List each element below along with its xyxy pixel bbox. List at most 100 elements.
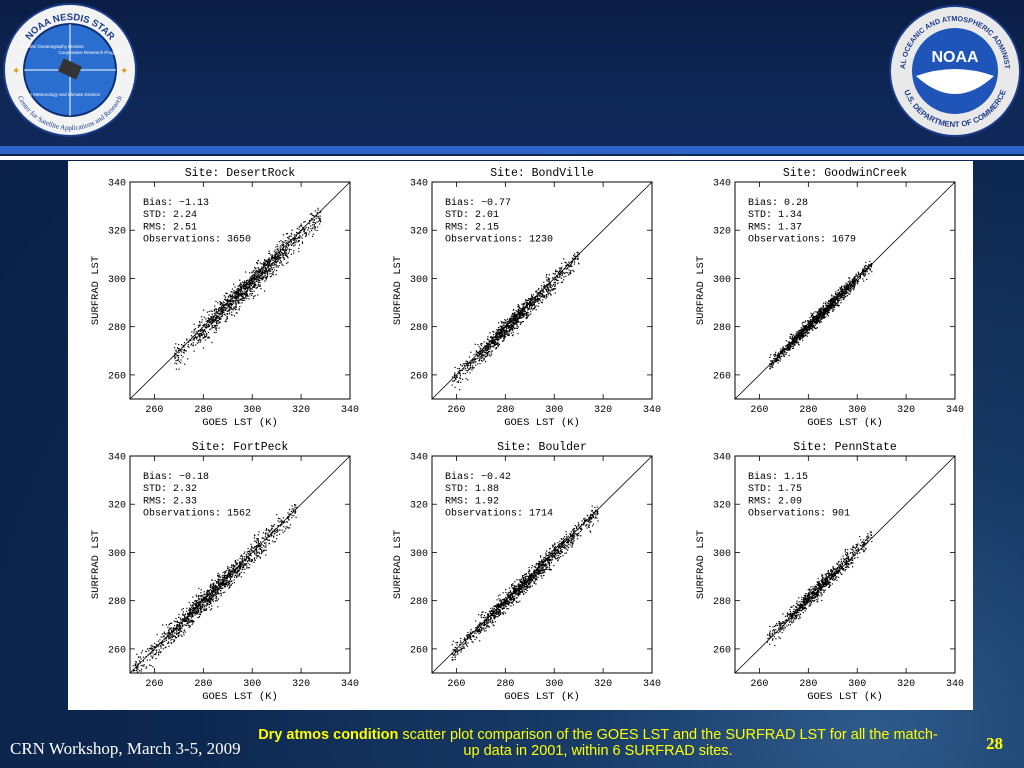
data-point xyxy=(234,292,236,295)
data-point xyxy=(210,316,213,318)
data-point xyxy=(466,362,468,365)
data-point xyxy=(314,227,316,229)
data-point xyxy=(202,597,204,599)
data-point xyxy=(207,600,209,602)
data-point xyxy=(253,285,255,287)
data-point xyxy=(538,302,540,305)
data-point xyxy=(265,260,267,262)
data-point xyxy=(534,299,536,301)
data-point xyxy=(200,608,202,610)
data-point xyxy=(191,623,193,626)
data-point xyxy=(269,530,271,532)
data-point xyxy=(519,314,521,316)
data-point xyxy=(198,335,200,337)
data-point xyxy=(529,305,531,307)
data-point xyxy=(236,295,238,297)
data-point xyxy=(513,314,515,316)
data-point xyxy=(476,351,478,353)
data-point xyxy=(279,260,282,262)
data-point xyxy=(210,319,212,321)
data-point xyxy=(814,324,816,326)
data-point xyxy=(502,322,504,324)
data-point xyxy=(217,583,219,585)
data-point xyxy=(178,368,180,370)
data-point xyxy=(787,347,789,349)
data-point xyxy=(526,317,528,319)
data-point xyxy=(150,655,152,657)
data-point xyxy=(853,283,855,286)
data-point xyxy=(509,317,512,320)
data-point xyxy=(275,264,277,266)
data-point xyxy=(469,362,471,364)
data-point xyxy=(801,334,803,336)
data-point xyxy=(224,314,227,316)
data-point xyxy=(258,272,260,274)
data-point xyxy=(561,272,563,274)
data-point xyxy=(529,306,531,308)
data-point xyxy=(826,314,828,316)
data-point xyxy=(254,283,257,285)
data-point xyxy=(199,322,201,324)
data-point xyxy=(232,575,234,577)
data-point xyxy=(851,284,853,286)
data-point xyxy=(230,300,233,302)
data-point xyxy=(459,373,461,375)
data-point xyxy=(252,280,254,282)
data-point xyxy=(508,327,510,329)
data-point xyxy=(234,286,236,288)
data-point xyxy=(500,336,502,338)
data-point xyxy=(318,217,321,219)
data-point xyxy=(263,275,265,277)
data-point xyxy=(313,221,315,224)
data-point xyxy=(226,312,228,315)
data-point xyxy=(794,335,796,337)
data-point xyxy=(797,333,799,335)
data-point xyxy=(508,329,511,331)
data-point xyxy=(495,334,497,336)
data-point xyxy=(274,249,276,251)
data-point xyxy=(493,340,495,342)
data-point xyxy=(791,336,793,338)
data-point xyxy=(812,316,815,318)
data-point xyxy=(502,336,504,338)
data-point xyxy=(201,321,203,323)
y-tick-label: 320 xyxy=(410,227,428,238)
data-point xyxy=(575,255,577,257)
data-point xyxy=(234,295,236,298)
data-point xyxy=(212,315,214,317)
data-point xyxy=(573,263,575,265)
data-point xyxy=(772,363,775,365)
data-point xyxy=(137,667,139,669)
data-point xyxy=(276,270,278,272)
data-point xyxy=(274,260,276,263)
data-point xyxy=(244,291,246,293)
data-point xyxy=(820,311,822,313)
data-point xyxy=(234,307,236,309)
data-point xyxy=(304,221,306,223)
data-point xyxy=(229,586,231,588)
data-point xyxy=(266,264,268,267)
data-point xyxy=(233,569,235,571)
data-point xyxy=(251,282,253,284)
data-point xyxy=(459,377,461,379)
data-point xyxy=(298,244,301,246)
data-point xyxy=(816,314,818,316)
data-point xyxy=(162,624,164,626)
data-point xyxy=(490,342,492,344)
data-point xyxy=(547,280,549,282)
data-point xyxy=(497,331,499,333)
data-point xyxy=(861,271,863,273)
data-point xyxy=(248,283,250,285)
data-point xyxy=(486,349,488,351)
data-point xyxy=(496,329,498,331)
data-point xyxy=(849,287,851,289)
data-point xyxy=(277,257,279,259)
data-point xyxy=(288,238,290,240)
data-point xyxy=(553,288,555,290)
data-point xyxy=(175,628,177,630)
data-point xyxy=(494,336,497,338)
data-point xyxy=(272,254,274,256)
data-point xyxy=(283,249,285,251)
data-point xyxy=(523,311,525,313)
y-axis-label: SURFRAD LST xyxy=(90,256,102,325)
